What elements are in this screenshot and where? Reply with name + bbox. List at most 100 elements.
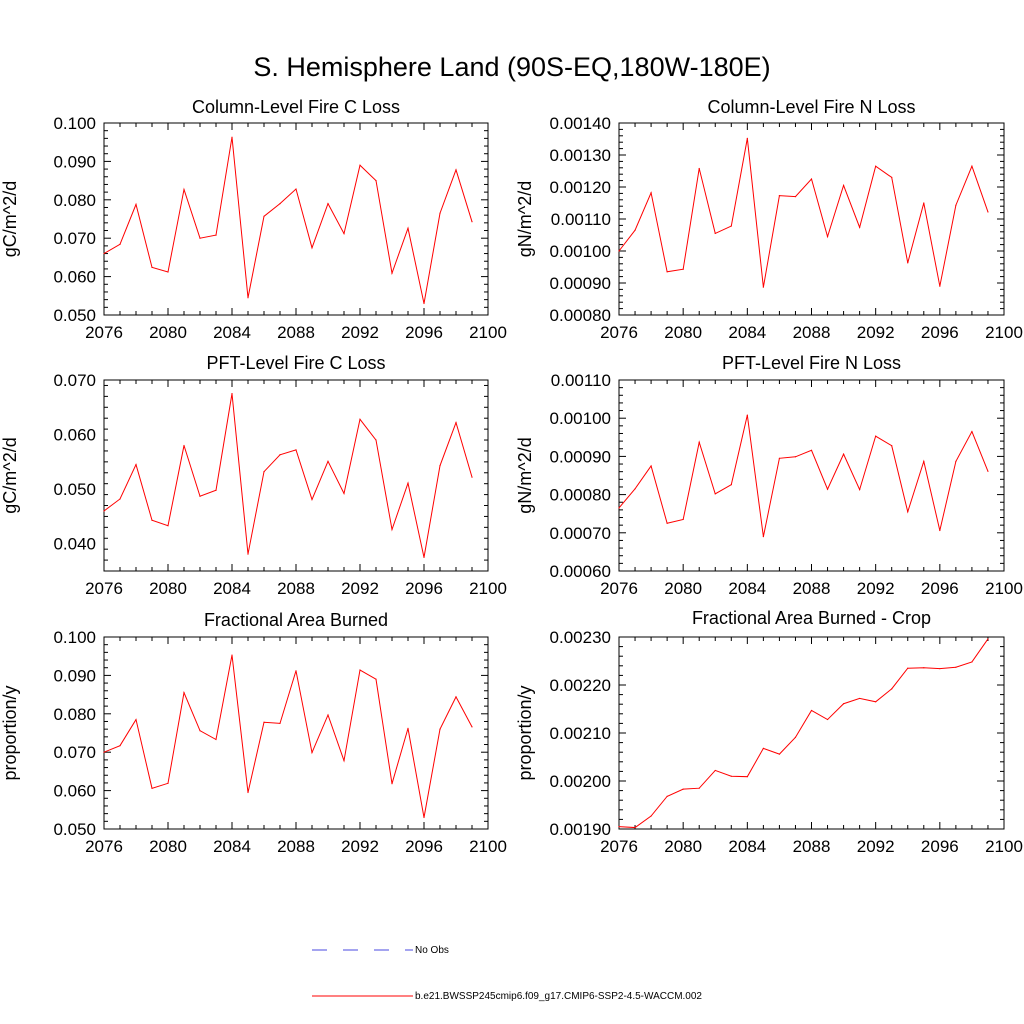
data-point bbox=[650, 465, 652, 467]
y-tick-label: 0.050 bbox=[53, 820, 96, 839]
data-point bbox=[439, 728, 441, 730]
x-tick-label: 2096 bbox=[405, 323, 443, 342]
data-point bbox=[810, 178, 813, 180]
data-point bbox=[375, 678, 377, 680]
x-tick-label: 2100 bbox=[469, 837, 507, 856]
x-tick-label: 2092 bbox=[857, 837, 895, 856]
data-point bbox=[311, 498, 313, 501]
data-point bbox=[311, 751, 313, 754]
data-point bbox=[295, 670, 297, 672]
data-point bbox=[439, 465, 441, 467]
series-line-1 bbox=[103, 654, 473, 818]
data-point bbox=[295, 449, 297, 451]
panel-title: Column-Level Fire N Loss bbox=[707, 97, 915, 117]
y-tick-label: 0.00120 bbox=[550, 178, 611, 197]
data-point bbox=[183, 188, 185, 191]
data-point bbox=[698, 167, 700, 170]
y-tick-label: 0.00070 bbox=[550, 524, 611, 543]
x-tick-label: 2092 bbox=[341, 837, 379, 856]
data-point bbox=[618, 826, 620, 828]
data-point bbox=[183, 444, 185, 447]
x-tick-label: 2076 bbox=[600, 837, 638, 856]
data-point bbox=[471, 221, 473, 223]
series-line-1 bbox=[103, 137, 473, 304]
x-tick-label: 2076 bbox=[85, 579, 123, 598]
data-point bbox=[343, 760, 345, 762]
data-point bbox=[263, 721, 265, 723]
series-line-1 bbox=[618, 138, 989, 288]
data-point bbox=[682, 788, 684, 790]
data-point bbox=[215, 234, 217, 236]
x-tick-label: 2080 bbox=[664, 837, 702, 856]
data-point bbox=[826, 236, 829, 238]
panel-title: PFT-Level Fire C Loss bbox=[206, 353, 385, 373]
data-point bbox=[923, 667, 925, 669]
data-point bbox=[247, 297, 249, 299]
x-tick-label: 2084 bbox=[213, 579, 251, 598]
data-point bbox=[730, 484, 732, 486]
data-point bbox=[343, 232, 345, 235]
data-point bbox=[167, 782, 169, 784]
data-point bbox=[247, 553, 249, 555]
x-tick-label: 2076 bbox=[85, 837, 123, 856]
y-tick-label: 0.00210 bbox=[550, 724, 611, 743]
data-point bbox=[714, 769, 716, 772]
data-point bbox=[730, 775, 732, 777]
data-point bbox=[151, 787, 153, 789]
data-point bbox=[263, 471, 265, 473]
data-point bbox=[810, 709, 813, 712]
data-point bbox=[151, 266, 153, 268]
legend-label-no-obs: No Obs bbox=[415, 945, 449, 956]
data-point bbox=[650, 815, 652, 817]
x-tick-label: 2084 bbox=[728, 837, 766, 856]
data-point bbox=[471, 476, 473, 478]
data-point bbox=[167, 525, 169, 527]
x-tick-label: 2088 bbox=[277, 323, 315, 342]
data-point bbox=[375, 439, 377, 441]
data-point bbox=[407, 482, 409, 484]
data-point bbox=[875, 165, 877, 167]
y-axis-label: gN/m^2/d bbox=[515, 437, 535, 513]
x-tick-label: 2100 bbox=[985, 323, 1023, 342]
data-point bbox=[971, 165, 973, 167]
data-point bbox=[471, 726, 473, 728]
y-tick-label: 0.00110 bbox=[551, 371, 611, 390]
y-axis-label: proportion/y bbox=[515, 685, 535, 780]
y-tick-label: 0.060 bbox=[53, 782, 96, 801]
x-tick-label: 2084 bbox=[728, 579, 766, 598]
series-line-1 bbox=[618, 638, 989, 829]
data-point bbox=[295, 188, 297, 190]
x-tick-label: 2100 bbox=[469, 579, 507, 598]
x-tick-label: 2080 bbox=[149, 837, 187, 856]
data-point bbox=[939, 529, 941, 532]
data-point bbox=[119, 745, 121, 747]
data-point bbox=[778, 195, 781, 197]
x-tick-label: 2084 bbox=[213, 837, 251, 856]
data-point bbox=[682, 268, 684, 270]
data-point bbox=[634, 229, 636, 231]
data-point bbox=[183, 692, 185, 694]
data-point bbox=[279, 722, 281, 725]
y-tick-label: 0.00130 bbox=[550, 146, 611, 165]
y-tick-label: 0.060 bbox=[53, 426, 96, 445]
y-tick-label: 0.050 bbox=[53, 480, 96, 499]
data-point bbox=[359, 669, 361, 671]
figure-title: S. Hemisphere Land (90S-EQ,180W-180E) bbox=[253, 52, 770, 82]
data-point bbox=[826, 718, 829, 721]
x-tick-label: 2096 bbox=[405, 837, 443, 856]
data-point bbox=[634, 488, 636, 490]
data-point bbox=[151, 519, 153, 521]
data-point bbox=[826, 488, 829, 490]
data-point bbox=[842, 453, 845, 455]
legend-label-model: b.e21.BWSSP245cmip6.f09_g17.CMIP6-SSP2-4… bbox=[415, 991, 702, 1002]
y-tick-label: 0.090 bbox=[53, 152, 96, 171]
x-tick-label: 2088 bbox=[793, 579, 831, 598]
data-point bbox=[698, 787, 700, 789]
y-tick-label: 0.070 bbox=[53, 743, 96, 762]
data-point bbox=[231, 654, 233, 656]
data-point bbox=[455, 421, 457, 424]
data-point bbox=[810, 449, 813, 451]
x-tick-label: 2080 bbox=[149, 323, 187, 342]
y-axis-label: gC/m^2/d bbox=[0, 181, 20, 257]
data-point bbox=[714, 493, 716, 495]
